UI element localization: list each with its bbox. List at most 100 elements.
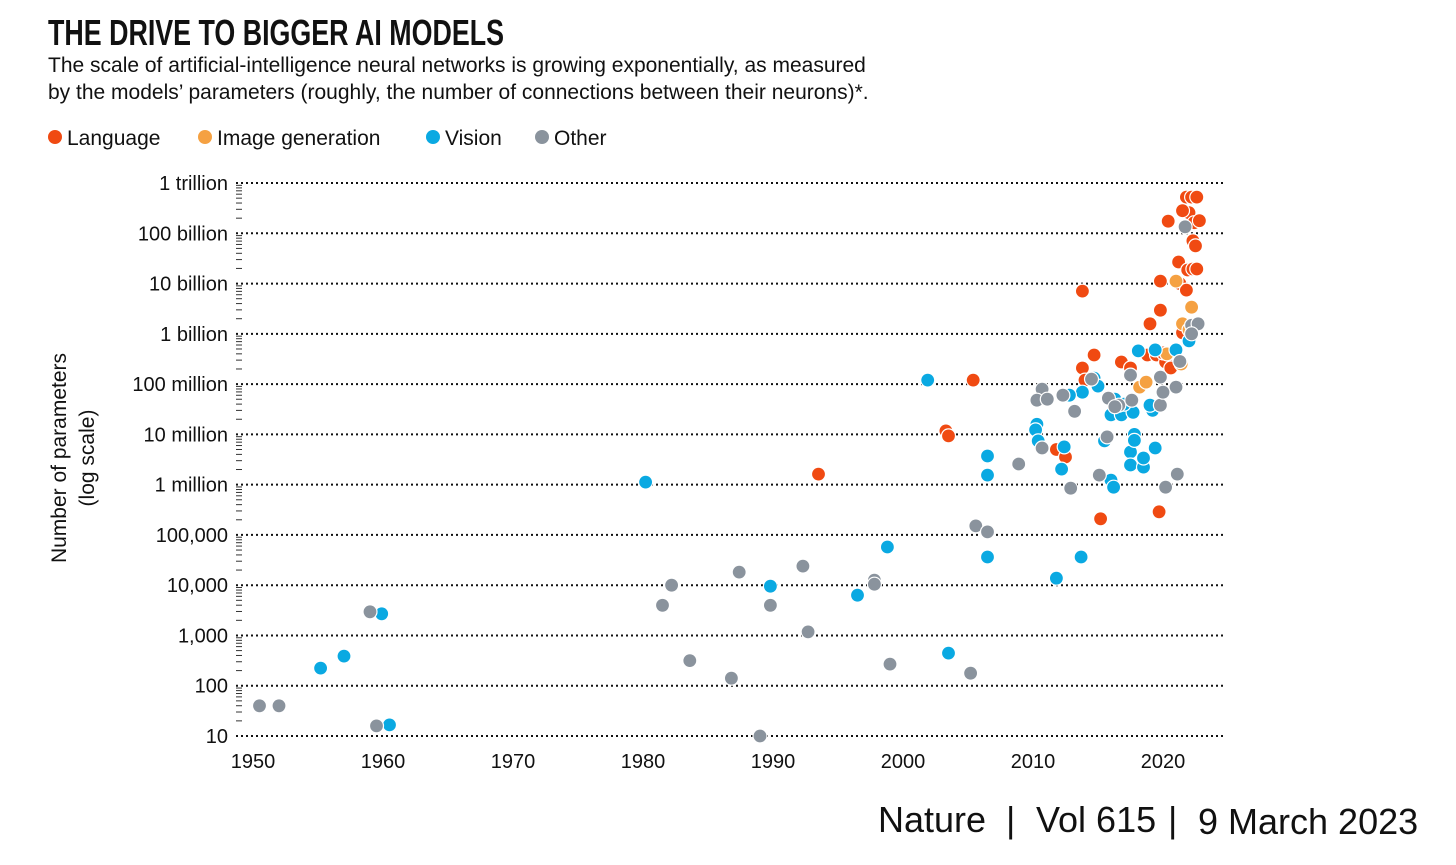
y-tick-label: 1 million (155, 475, 228, 497)
data-point (682, 652, 698, 669)
data-point (1130, 343, 1146, 359)
chart-subtitle-line-2: by the models’ parameters (roughly, the … (48, 81, 869, 104)
x-tick-label: 1990 (751, 751, 796, 773)
data-point (810, 466, 827, 482)
data-point (1124, 392, 1140, 408)
data-point (1099, 429, 1115, 445)
data-point (723, 670, 740, 686)
legend-label-1: Image generation (217, 127, 380, 150)
data-point (654, 597, 671, 613)
chart-subtitle-line-1: The scale of artificial-intelligence neu… (48, 54, 866, 77)
data-point (1189, 261, 1205, 277)
legend-label-0: Language (67, 127, 160, 150)
data-point (368, 718, 385, 734)
data-point (1152, 397, 1169, 413)
data-point (1177, 219, 1193, 235)
data-point (866, 576, 883, 592)
data-point (313, 660, 329, 676)
footer-separator-2: | (1168, 799, 1177, 840)
data-point (1147, 440, 1163, 456)
y-axis-label-line-1: Number of parameters (48, 353, 71, 563)
y-tick-label: 1 billion (160, 324, 228, 346)
data-point (1091, 467, 1107, 483)
y-tick-label: 10 (206, 726, 228, 748)
data-point (1160, 213, 1176, 229)
data-point (1011, 456, 1027, 472)
footer: Nature | Vol 615 | 9 March 2023 (878, 799, 1418, 842)
data-point (1122, 457, 1139, 473)
y-tick-label: 100,000 (156, 525, 228, 547)
footer-volume: Vol 615 (1036, 799, 1156, 840)
data-point (882, 656, 898, 672)
data-point (979, 524, 996, 540)
data-point (968, 518, 984, 534)
data-point (1074, 384, 1091, 400)
legend-label-3: Other (554, 127, 607, 150)
y-tick-label: 100 (195, 676, 228, 698)
data-point (1083, 371, 1100, 387)
data-point (1086, 347, 1102, 363)
data-point (1142, 316, 1158, 332)
data-point (1105, 479, 1122, 495)
footer-journal: Nature (878, 799, 986, 840)
y-tick-label: 10,000 (167, 575, 228, 597)
y-tick-label: 1 trillion (159, 173, 228, 195)
data-point (1152, 302, 1169, 318)
data-point (271, 698, 287, 714)
data-point (940, 645, 957, 661)
data-point (362, 604, 378, 620)
data-point (979, 467, 996, 483)
gridlines (236, 182, 1225, 737)
data-point (879, 539, 896, 555)
data-point (1155, 384, 1171, 400)
data-point (1063, 480, 1079, 496)
y-tick-label: 10 billion (149, 274, 228, 296)
data-point (1183, 299, 1200, 315)
data-point (1172, 353, 1188, 370)
data-point (1055, 387, 1071, 403)
data-point (1135, 450, 1152, 466)
data-point (1178, 282, 1195, 298)
data-point (1152, 273, 1169, 289)
y-tick-label: 1,000 (178, 625, 228, 647)
data-point (381, 717, 398, 733)
data-point (1169, 466, 1185, 482)
data-point (965, 372, 981, 388)
x-tick-label: 1980 (621, 751, 666, 773)
data-point (979, 448, 996, 464)
data-point (1048, 570, 1065, 586)
x-axis: 1950 1960 1970 1980 1990 2000 2010 2020 (231, 751, 1186, 773)
data-point (1092, 511, 1109, 527)
data-point (800, 624, 816, 640)
data-point (1056, 439, 1072, 455)
footer-date: 9 March 2023 (1198, 801, 1418, 842)
x-tick-label: 1970 (491, 751, 536, 773)
data-point (1074, 283, 1091, 299)
data-point (1039, 391, 1055, 407)
y-tick-label: 100 billion (138, 223, 228, 245)
data-point (1187, 238, 1204, 254)
data-point (663, 577, 680, 593)
x-tick-label: 2000 (881, 751, 926, 773)
data-points (251, 189, 1208, 744)
data-point (849, 587, 866, 603)
x-tick-label: 2020 (1141, 751, 1186, 773)
data-point (1034, 440, 1050, 456)
data-point (1126, 432, 1143, 448)
series-other (251, 219, 1206, 744)
y-tick-label: 10 million (144, 424, 228, 446)
data-point (1066, 403, 1083, 419)
data-point (1122, 367, 1139, 383)
data-point (731, 564, 747, 580)
data-point (1183, 326, 1200, 342)
data-point (1053, 461, 1070, 477)
y-tick-label: 100 million (132, 374, 228, 396)
x-tick-label: 2010 (1011, 751, 1056, 773)
legend-label-2: Vision (445, 127, 502, 150)
x-tick-label: 1960 (361, 751, 406, 773)
y-axis-label-line-2: (log scale) (76, 410, 99, 507)
data-point (1168, 379, 1184, 395)
footer-separator-1: | (1006, 799, 1015, 840)
data-point (1189, 189, 1205, 205)
